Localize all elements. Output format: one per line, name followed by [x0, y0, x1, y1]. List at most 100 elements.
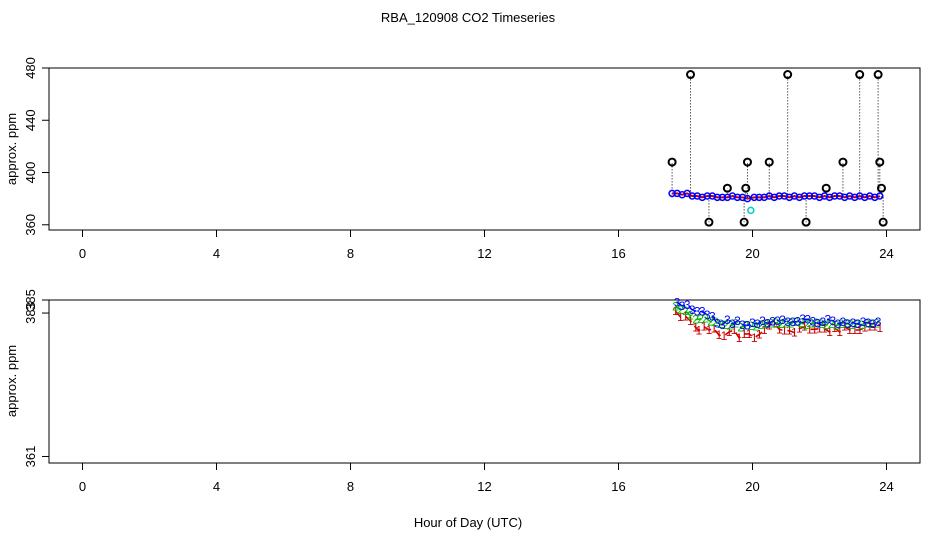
x-tick-label: 24: [879, 479, 893, 494]
series-marker-2: 2: [682, 304, 689, 318]
data-point-median: [876, 192, 884, 200]
series-marker-3: 3: [779, 313, 786, 327]
series-marker-3: 3: [764, 316, 771, 330]
series-marker-3: 3: [714, 316, 721, 330]
series-marker-3: 3: [855, 317, 862, 331]
data-point-raw: [739, 217, 749, 227]
series-line-2: [675, 305, 877, 329]
series-marker-3: 3: [699, 305, 706, 319]
series-marker-2: 2: [717, 317, 724, 331]
series-marker-1: 1: [786, 324, 793, 338]
data-point-median: [805, 192, 814, 200]
series-marker-3: 3: [865, 316, 872, 330]
series-marker-3: 3: [835, 317, 842, 331]
figure-title: RBA_120908 CO2 Timeseries: [381, 10, 556, 25]
series-marker-1: 1: [672, 304, 679, 318]
top-y-axis: 360 400 440 480: [23, 57, 49, 236]
series-marker-2: 2: [858, 318, 865, 332]
series-marker-1: 1: [791, 326, 798, 340]
series-marker-1: 1: [736, 331, 743, 345]
data-point-raw: [741, 183, 751, 193]
x-tick-label: 16: [611, 479, 625, 494]
top-y-axis-label: approx. ppm: [4, 113, 19, 185]
series-marker-1: 1: [706, 323, 713, 337]
series-marker-2: 2: [702, 311, 709, 325]
series-marker-1: 1: [756, 328, 763, 342]
series-marker-2: 2: [788, 316, 795, 330]
series-marker-2: 2: [773, 316, 780, 330]
series-marker-1: 1: [771, 316, 778, 330]
data-point-raw: [801, 217, 811, 227]
series-marker-1: 1: [781, 324, 788, 338]
series-marker-1: 1: [836, 325, 843, 339]
series-marker-3: 3: [734, 314, 741, 328]
series-marker-3: 3: [774, 314, 781, 328]
series-marker-1: 1: [866, 320, 873, 334]
series-marker-2: 2: [707, 315, 714, 329]
series-marker-2: 2: [672, 300, 679, 314]
series-marker-2: 2: [727, 318, 734, 332]
series-marker-3: 3: [814, 316, 821, 330]
series-marker-2: 2: [722, 318, 729, 332]
series-marker-3: 3: [870, 317, 877, 331]
series-marker-1: 1: [831, 321, 838, 335]
series-marker-1: 1: [761, 323, 768, 337]
series-marker-2: 2: [697, 312, 704, 326]
series-marker-2: 2: [793, 315, 800, 329]
data-point-raw: [855, 70, 865, 80]
series-marker-3: 3: [850, 316, 857, 330]
y-tick-label: 440: [23, 109, 38, 131]
series-marker-1: 1: [821, 322, 828, 336]
data-point-raw: [686, 70, 696, 80]
data-point-raw: [667, 157, 677, 167]
data-point-raw: [704, 217, 714, 227]
y-tick-label: 361: [23, 446, 38, 468]
data-point-raw: [783, 70, 793, 80]
series-marker-3: 3: [840, 315, 847, 329]
series-marker-2: 2: [868, 317, 875, 331]
series-marker-3: 3: [704, 308, 711, 322]
data-point-median: [713, 193, 722, 202]
x-tick-label: 8: [347, 246, 354, 261]
data-point-median: [718, 193, 727, 202]
series-marker-1: 1: [731, 323, 738, 337]
top-x-axis: 0 4 8 12 16 20 24: [79, 230, 894, 261]
series-marker-2: 2: [677, 303, 684, 317]
series-marker-2: 2: [833, 318, 840, 332]
data-point-raw: [764, 157, 774, 167]
data-point-raw: [821, 183, 831, 193]
series-marker-1: 1: [701, 320, 708, 334]
series-marker-2: 2: [737, 320, 744, 334]
data-point-median: [688, 192, 696, 200]
series-marker-3: 3: [825, 313, 832, 327]
top-plot-frame: [48, 67, 921, 231]
x-tick-label: 0: [79, 479, 86, 494]
series-marker-1: 1: [871, 320, 878, 334]
series-marker-1: 1: [841, 320, 848, 334]
series-marker-2: 2: [808, 316, 815, 330]
series-marker-2: 2: [687, 309, 694, 323]
series-marker-2: 2: [818, 317, 825, 331]
series-marker-2: 2: [742, 318, 749, 332]
series-line-1: [674, 310, 881, 339]
x-tick-label: 20: [745, 479, 759, 494]
y-tick-label: 383: [23, 302, 38, 324]
data-point-raw: [876, 183, 886, 193]
data-point-median: [668, 189, 676, 198]
series-marker-3: 3: [689, 303, 696, 317]
x-tick-label: 0: [79, 246, 86, 261]
data-point-raw: [722, 183, 732, 193]
x-tick-label: 4: [213, 479, 220, 494]
series-marker-2: 2: [768, 316, 775, 330]
series-marker-2: 2: [732, 316, 739, 330]
top-panel: 0 4 8 12 16 20 24 360 400 440 480 approx. ppm: [4, 57, 921, 261]
series-marker-3: 3: [694, 305, 701, 319]
series-marker-1: 1: [816, 322, 823, 336]
series-marker-1: 1: [696, 324, 703, 338]
series-marker-3: 3: [759, 314, 766, 328]
series-marker-1: 1: [677, 310, 684, 324]
data-point-median: [743, 194, 752, 203]
series-marker-1: 1: [796, 322, 803, 336]
